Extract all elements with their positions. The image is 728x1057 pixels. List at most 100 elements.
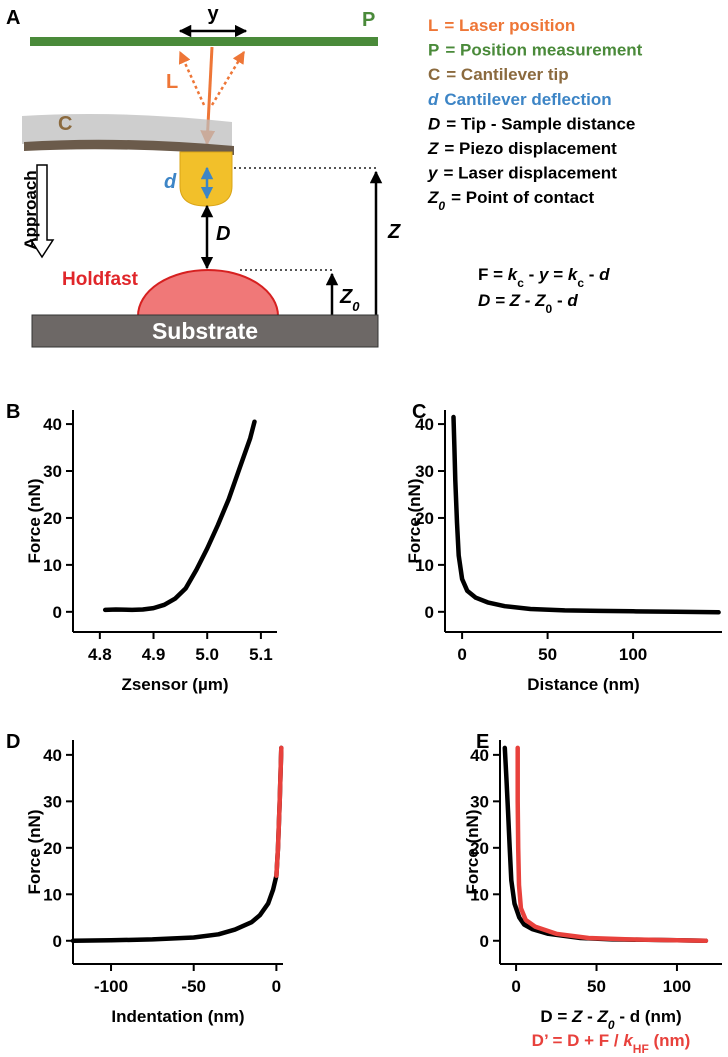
- y-tick-label: 10: [43, 885, 62, 904]
- text-segment: D’ = D + F /: [532, 1031, 624, 1050]
- label-holdfast: Holdfast: [62, 269, 139, 290]
- chart: C 0 10 20 30 40 0 50 100 Force (nN) Distance (nm): [405, 401, 722, 694]
- y-tick-label: 0: [53, 932, 62, 951]
- legend-text: = Point of contact: [451, 188, 594, 207]
- x-tick-label: -50: [181, 977, 206, 996]
- legend-symbol: P: [428, 41, 439, 60]
- x-axis-label: Zsensor (µm): [121, 675, 228, 694]
- panel-a: A P y L C d D Z Z0 Approach Holdfast Sub…: [6, 3, 401, 348]
- data-line: [274, 745, 284, 878]
- legend-text: Cantilever deflection: [444, 90, 611, 109]
- text-segment: d: [567, 291, 578, 310]
- x-tick-label: 100: [619, 645, 647, 664]
- y-axis-label: Force (nN): [463, 810, 482, 895]
- text-segment: (nm): [649, 1031, 691, 1050]
- chart: D 0 10 20 30 40 -100 -50 0 Force (nN) Indentation …: [6, 731, 284, 1026]
- data-line: [451, 414, 721, 615]
- y-tick-label: 30: [43, 792, 62, 811]
- position-detector: [30, 37, 378, 46]
- legend-text: = Laser position: [444, 16, 575, 35]
- legend-entry: d Cantilever deflection: [428, 90, 612, 109]
- label-z: Z: [387, 221, 401, 243]
- y-axis-label: Force (nN): [25, 479, 44, 564]
- x-tick-label: 0: [272, 977, 281, 996]
- text-segment: -: [584, 265, 599, 284]
- text-segment: 0: [546, 302, 553, 316]
- equation: D = Z - Z0 - d: [478, 291, 578, 316]
- y-tick-label: 20: [470, 839, 489, 858]
- x-axis-label: D’ = D + F / kHF (nm): [532, 1031, 691, 1056]
- substrate: [31, 314, 379, 348]
- x-tick-label: 0: [511, 977, 520, 996]
- chart: B 0 10 20 30 40 4.8 4.9 5.0 5.1 Force (nN) Zsensor …: [6, 401, 277, 694]
- y-tick-label: 10: [415, 556, 434, 575]
- y-tick-label: 0: [53, 603, 62, 622]
- label-z0: Z0: [339, 286, 360, 314]
- text-segment: k: [508, 265, 519, 284]
- x-axis-label: Distance (nm): [527, 675, 639, 694]
- y-tick-label: 10: [43, 556, 62, 575]
- holdfast: [136, 269, 280, 317]
- text-segment: D = Z - Z: [478, 291, 546, 310]
- y-tick-label: 30: [415, 462, 434, 481]
- y-axis-label: Force (nN): [405, 479, 424, 564]
- y-tick-label: 0: [425, 603, 434, 622]
- y-tick-label: 10: [470, 885, 489, 904]
- legend-symbol: Z: [427, 188, 439, 207]
- text-segment: -: [552, 291, 567, 310]
- y-axis-label: Force (nN): [25, 810, 44, 895]
- text-segment: -: [524, 265, 539, 284]
- text-segment: c: [517, 276, 524, 290]
- x-tick-label: 4.9: [142, 645, 166, 664]
- y-tick-label: 20: [43, 509, 62, 528]
- y-tick-label: 30: [43, 462, 62, 481]
- text-segment: D =: [540, 1007, 572, 1026]
- label-l: L: [166, 71, 178, 93]
- x-tick-label: -100: [94, 977, 128, 996]
- text-segment: k: [623, 1031, 634, 1050]
- legend-symbol: D: [428, 114, 440, 133]
- legend-symbol-sub: 0: [438, 199, 445, 213]
- x-tick-label: 5.1: [249, 645, 273, 664]
- x-axis-label: Indentation (nm): [111, 1007, 244, 1026]
- legend-entry: P = Position measurement: [428, 41, 643, 60]
- panel-label: E: [476, 731, 489, 753]
- label-big-d: D: [216, 223, 230, 245]
- label-c: C: [58, 113, 72, 135]
- x-axis-label: D = Z - Z0 - d (nm): [540, 1007, 681, 1032]
- legend-entry: Z = Piezo displacement: [427, 139, 617, 158]
- equation: F = kc - y = kc - d: [478, 265, 610, 290]
- cantilever: [24, 139, 234, 155]
- text-segment: Z: [571, 1007, 583, 1026]
- x-tick-label: 50: [538, 645, 557, 664]
- label-substrate: Substrate: [152, 318, 258, 344]
- text-segment: k: [568, 265, 579, 284]
- text-segment: y: [538, 265, 550, 284]
- y-tick-label: 20: [415, 509, 434, 528]
- legend-text: = Tip - Sample distance: [446, 114, 635, 133]
- label-d: d: [164, 171, 177, 193]
- text-segment: -: [582, 1007, 597, 1026]
- panel-label: D: [6, 731, 20, 753]
- x-tick-label: 5.0: [195, 645, 219, 664]
- laser-reflection: [210, 50, 246, 106]
- text-segment: 0: [608, 1018, 615, 1032]
- panel-label: C: [412, 401, 426, 423]
- y-tick-label: 40: [43, 415, 62, 434]
- legend-text: = Cantilever tip: [446, 65, 568, 84]
- legend-entry: D = Tip - Sample distance: [428, 114, 635, 133]
- x-tick-label: 0: [457, 645, 466, 664]
- data-line: [515, 745, 709, 944]
- data-line: [502, 745, 709, 944]
- legend-symbol: y: [427, 164, 439, 183]
- data-line: [70, 745, 284, 944]
- legend-entry: L = Laser position: [428, 16, 575, 35]
- y-tick-label: 0: [480, 932, 489, 951]
- data-line: [102, 419, 257, 613]
- text-segment: c: [577, 276, 584, 290]
- y-tick-label: 40: [415, 415, 434, 434]
- text-segment: d: [599, 265, 610, 284]
- label-approach: Approach: [21, 170, 40, 249]
- panel-label: B: [6, 401, 20, 423]
